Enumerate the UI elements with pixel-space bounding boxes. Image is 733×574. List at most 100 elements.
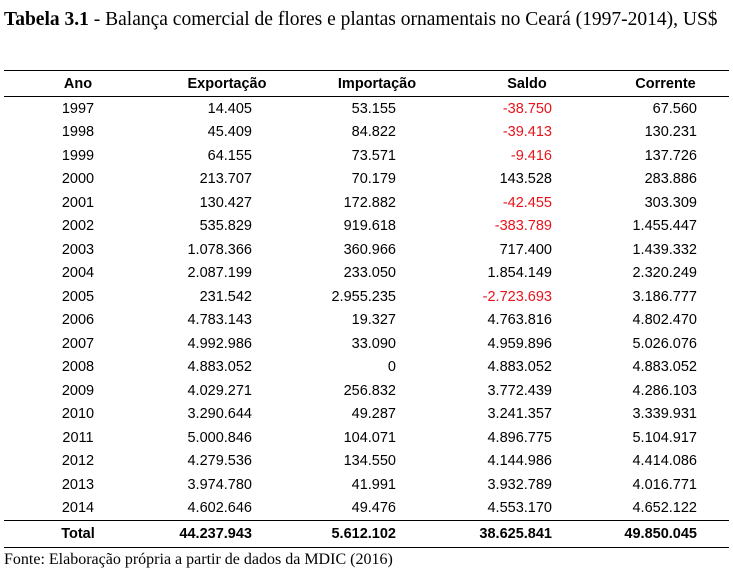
cell-corrente: 5.104.917 bbox=[632, 429, 697, 446]
cell-saldo: 3.772.439 bbox=[487, 382, 552, 399]
cell-importacao: 0 bbox=[387, 359, 396, 376]
cell-saldo: 4.959.896 bbox=[487, 335, 552, 352]
cell-corrente: 303.309 bbox=[644, 194, 697, 211]
total-saldo: 38.625.841 bbox=[452, 520, 602, 548]
cell-exportacao: 4.279.536 bbox=[187, 453, 252, 470]
header-ano: Ano bbox=[4, 70, 152, 97]
cell-importacao: 360.966 bbox=[343, 241, 396, 258]
cell-exportacao: 14.405 bbox=[207, 100, 252, 117]
cell-corrente: 3.339.931 bbox=[632, 406, 697, 423]
total-corrente: 49.850.045 bbox=[602, 520, 729, 548]
cell-exportacao: 1.078.366 bbox=[187, 241, 252, 258]
cell-ano: 1997 bbox=[61, 100, 95, 117]
cell-ano: 2007 bbox=[61, 335, 95, 352]
table-caption: Tabela 3.1 - Balança comercial de flores… bbox=[4, 2, 729, 37]
table-row: 2009 4.029.271 256.832 3.772.439 4.286.103 bbox=[4, 379, 729, 403]
cell-importacao: 233.050 bbox=[343, 265, 396, 282]
table-row: 2000 213.707 70.179 143.528 283.886 bbox=[4, 168, 729, 192]
table-row: 2008 4.883.052 0 4.883.052 4.883.052 bbox=[4, 356, 729, 380]
cell-exportacao: 5.000.846 bbox=[187, 429, 252, 446]
cell-exportacao: 535.829 bbox=[199, 218, 252, 235]
cell-corrente: 2.320.249 bbox=[632, 265, 697, 282]
cell-importacao: 73.571 bbox=[351, 147, 396, 164]
cell-saldo: 4.763.816 bbox=[487, 312, 552, 329]
table-row: 2011 5.000.846 104.071 4.896.775 5.104.917 bbox=[4, 426, 729, 450]
cell-exportacao: 231.542 bbox=[199, 288, 252, 305]
cell-exportacao: 4.602.646 bbox=[187, 500, 252, 517]
cell-ano: 2012 bbox=[61, 453, 95, 470]
cell-saldo: -383.789 bbox=[494, 218, 552, 235]
cell-importacao: 70.179 bbox=[351, 171, 396, 188]
header-exportacao: Exportação bbox=[152, 70, 302, 97]
cell-corrente: 4.414.086 bbox=[632, 453, 697, 470]
table-row: 1998 45.409 84.822 -39.413 130.231 bbox=[4, 121, 729, 145]
cell-saldo: 4.896.775 bbox=[487, 429, 552, 446]
cell-importacao: 49.287 bbox=[351, 406, 396, 423]
cell-ano: 2010 bbox=[61, 406, 95, 423]
cell-exportacao: 4.883.052 bbox=[187, 359, 252, 376]
table-row: 2003 1.078.366 360.966 717.400 1.439.332 bbox=[4, 238, 729, 262]
header-importacao: Importação bbox=[302, 70, 452, 97]
cell-importacao: 49.476 bbox=[351, 500, 396, 517]
cell-exportacao: 130.427 bbox=[199, 194, 252, 211]
cell-importacao: 84.822 bbox=[351, 124, 396, 141]
table-total-row: Total 44.237.943 5.612.102 38.625.841 49… bbox=[4, 520, 729, 548]
cell-exportacao: 4.029.271 bbox=[187, 382, 252, 399]
cell-saldo: -39.413 bbox=[502, 124, 552, 141]
cell-corrente: 1.439.332 bbox=[632, 241, 697, 258]
cell-importacao: 53.155 bbox=[351, 100, 396, 117]
cell-corrente: 4.016.771 bbox=[632, 476, 697, 493]
cell-corrente: 4.883.052 bbox=[632, 359, 697, 376]
table-header-row: Ano Exportação Importação Saldo Corrente bbox=[4, 70, 729, 97]
total-importacao: 5.612.102 bbox=[302, 520, 452, 548]
trade-balance-table: Ano Exportação Importação Saldo Corrente… bbox=[4, 70, 729, 548]
table-row: 1999 64.155 73.571 -9.416 137.726 bbox=[4, 144, 729, 168]
cell-ano: 2003 bbox=[61, 241, 95, 258]
cell-importacao: 41.991 bbox=[351, 476, 396, 493]
table-row: 2004 2.087.199 233.050 1.854.149 2.320.249 bbox=[4, 262, 729, 286]
cell-saldo: 4.144.986 bbox=[487, 453, 552, 470]
cell-importacao: 134.550 bbox=[343, 453, 396, 470]
cell-ano: 2008 bbox=[61, 359, 95, 376]
total-exportacao: 44.237.943 bbox=[152, 520, 302, 548]
cell-ano: 2002 bbox=[61, 218, 95, 235]
cell-saldo: -2.723.693 bbox=[482, 288, 552, 305]
table-row: 2007 4.992.986 33.090 4.959.896 5.026.076 bbox=[4, 332, 729, 356]
table-body: 1997 14.405 53.155 -38.750 67.560 1998 45.409 8… bbox=[4, 97, 729, 521]
cell-saldo: 3.932.789 bbox=[487, 476, 552, 493]
cell-corrente: 137.726 bbox=[644, 147, 697, 164]
cell-importacao: 2.955.235 bbox=[331, 288, 396, 305]
cell-ano: 2001 bbox=[61, 194, 95, 211]
cell-saldo: 4.883.052 bbox=[487, 359, 552, 376]
cell-importacao: 256.832 bbox=[343, 382, 396, 399]
cell-ano: 2011 bbox=[62, 429, 94, 446]
cell-ano: 1998 bbox=[61, 124, 95, 141]
cell-ano: 2004 bbox=[61, 265, 95, 282]
cell-saldo: 4.553.170 bbox=[487, 500, 552, 517]
cell-corrente: 67.560 bbox=[652, 100, 697, 117]
table-row: 1997 14.405 53.155 -38.750 67.560 bbox=[4, 97, 729, 121]
cell-importacao: 33.090 bbox=[351, 335, 396, 352]
cell-corrente: 5.026.076 bbox=[632, 335, 697, 352]
cell-saldo: 717.400 bbox=[499, 241, 552, 258]
cell-saldo: 143.528 bbox=[499, 171, 552, 188]
cell-exportacao: 3.974.780 bbox=[187, 476, 252, 493]
cell-exportacao: 3.290.644 bbox=[187, 406, 252, 423]
cell-ano: 2013 bbox=[61, 476, 95, 493]
cell-saldo: 3.241.357 bbox=[487, 406, 552, 423]
cell-ano: 2000 bbox=[61, 171, 95, 188]
table-caption-label: Tabela 3.1 bbox=[4, 9, 89, 30]
table-row: 2006 4.783.143 19.327 4.763.816 4.802.470 bbox=[4, 309, 729, 333]
cell-saldo: 1.854.149 bbox=[487, 265, 552, 282]
cell-corrente: 4.802.470 bbox=[632, 312, 697, 329]
cell-exportacao: 213.707 bbox=[199, 171, 252, 188]
table-row: 2002 535.829 919.618 -383.789 1.455.447 bbox=[4, 215, 729, 239]
cell-corrente: 283.886 bbox=[644, 171, 697, 188]
cell-exportacao: 4.783.143 bbox=[187, 312, 252, 329]
source-note: Fonte: Elaboração própria a partir de da… bbox=[4, 551, 393, 568]
cell-ano: 2014 bbox=[61, 500, 95, 517]
cell-ano: 2009 bbox=[61, 382, 95, 399]
total-label: Total bbox=[4, 520, 152, 548]
cell-exportacao: 45.409 bbox=[207, 124, 252, 141]
table-row: 2005 231.542 2.955.235 -2.723.693 3.186.777 bbox=[4, 285, 729, 309]
